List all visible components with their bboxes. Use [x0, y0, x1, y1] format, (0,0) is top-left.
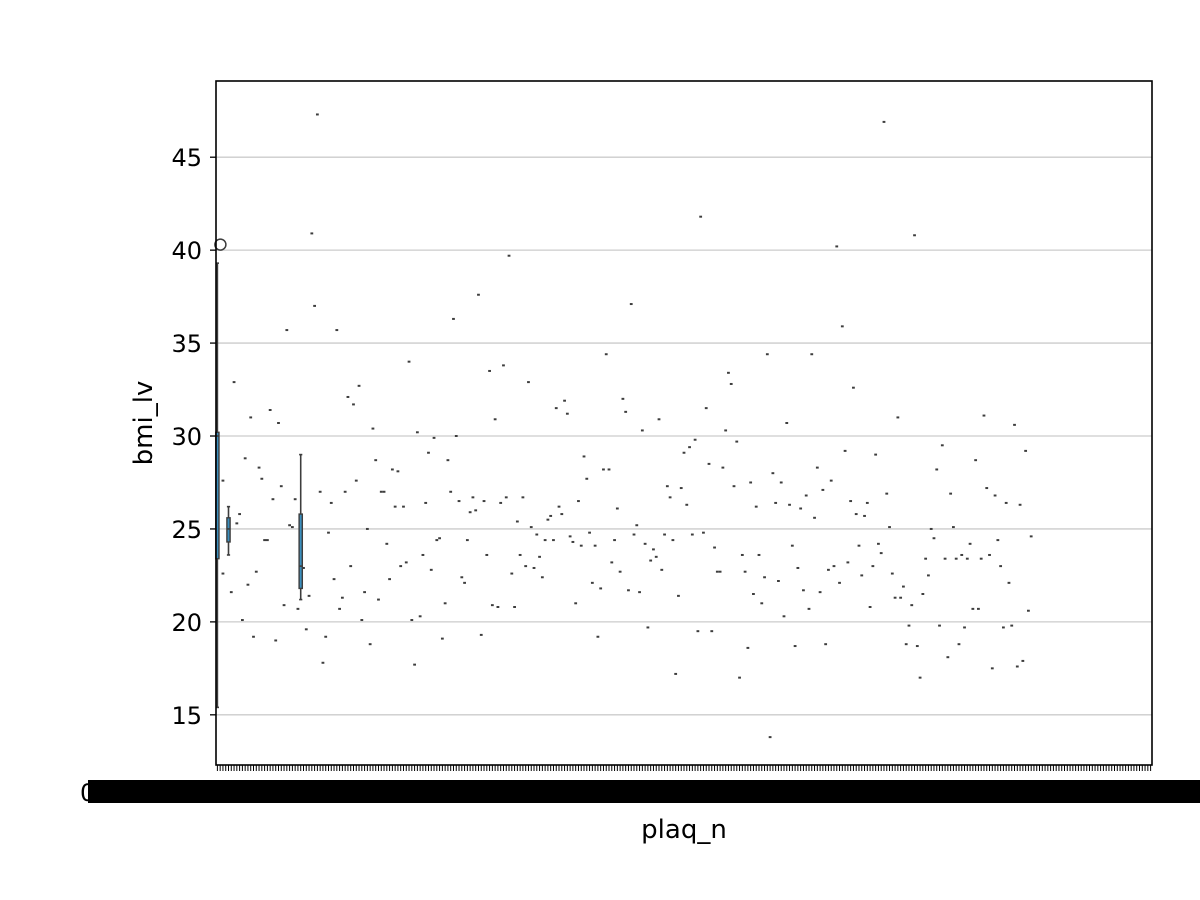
box-body [226, 517, 231, 543]
x-tick-labels-overlap [88, 780, 1200, 803]
y-tick-label-20: 20 [171, 609, 202, 637]
y-axis-label: bmi_lv [129, 381, 159, 466]
box-4 [226, 505, 231, 556]
y-tick-label-25: 25 [171, 516, 202, 544]
x-ticks-layer: 0 [80, 765, 1200, 807]
marks-layer [214, 113, 1033, 739]
x-tick-label-first: 0 [80, 779, 95, 807]
y-tick-label-15: 15 [171, 702, 202, 730]
y-tick-label-40: 40 [171, 237, 202, 265]
grid-layer [216, 156, 1152, 716]
box-outlier [214, 238, 227, 251]
plot-frame [215, 80, 1153, 766]
y-tick-label-45: 45 [171, 144, 202, 172]
box-30 [298, 453, 304, 601]
box-body [298, 513, 304, 590]
box-0 [214, 238, 227, 709]
y-tick-label-30: 30 [171, 423, 202, 451]
y-ticks-layer: 15 20 25 30 35 40 45 [171, 144, 216, 730]
y-tick-label-35: 35 [171, 330, 202, 358]
x-axis-label: plaq_n [641, 815, 727, 845]
